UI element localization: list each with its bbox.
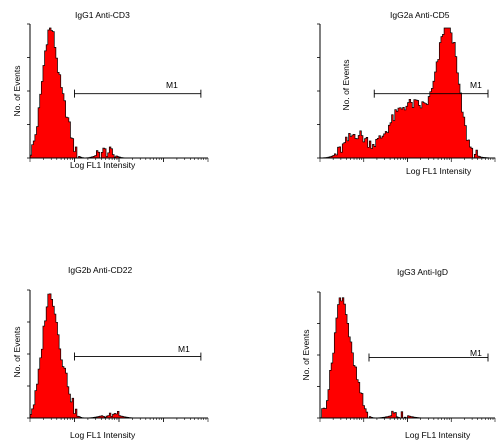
panel-igg2b-anti-cd22: IgG2b Anti-CD22 No. of Events Log FL1 In… bbox=[12, 265, 208, 440]
x-axis-label: Log FL1 Intensity bbox=[70, 430, 136, 440]
marker-label: M1 bbox=[470, 348, 482, 358]
panel-title: IgG2a Anti-CD5 bbox=[390, 10, 450, 20]
panel-title: IgG1 Anti-CD3 bbox=[75, 10, 130, 20]
marker-label: M1 bbox=[470, 80, 482, 90]
panel-igg1-anti-cd3: IgG1 Anti-CD3 No. of Events Log FL1 Inte… bbox=[12, 10, 208, 170]
panel-title: IgG2b Anti-CD22 bbox=[68, 265, 133, 275]
y-axis-label: No. of Events bbox=[341, 59, 351, 110]
histogram-area bbox=[30, 28, 208, 158]
y-axis-label: No. of Events bbox=[301, 329, 311, 380]
y-axis-label: No. of Events bbox=[12, 65, 22, 116]
histogram-area bbox=[30, 294, 208, 418]
panel-igg2a-anti-cd5: IgG2a Anti-CD5 No. of Events Log FL1 Int… bbox=[317, 10, 495, 176]
x-axis-label: Log FL1 Intensity bbox=[405, 430, 471, 440]
x-axis-label: Log FL1 Intensity bbox=[70, 160, 136, 170]
x-axis-label: Log FL1 Intensity bbox=[406, 166, 472, 176]
marker-label: M1 bbox=[166, 80, 178, 90]
marker-label: M1 bbox=[178, 344, 190, 354]
y-axis-label: No. of Events bbox=[12, 326, 22, 377]
panel-igg3-anti-igd: IgG3 Anti-IgD No. of Events Log FL1 Inte… bbox=[301, 267, 495, 440]
panel-title: IgG3 Anti-IgD bbox=[397, 267, 448, 277]
